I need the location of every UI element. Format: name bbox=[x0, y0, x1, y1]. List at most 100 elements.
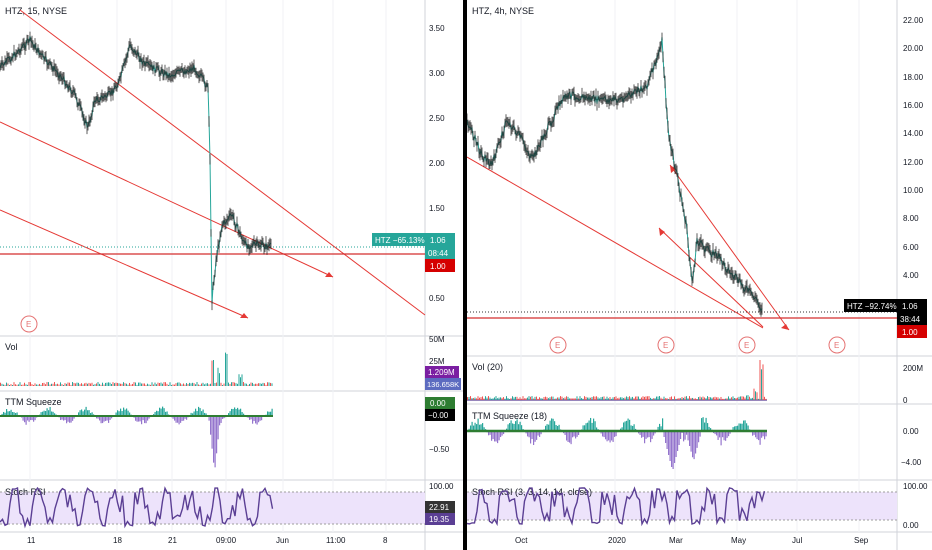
squeeze-bar bbox=[593, 418, 595, 431]
squeeze-bar bbox=[99, 416, 101, 421]
earnings-event-icon[interactable] bbox=[828, 336, 846, 354]
layout-divider[interactable] bbox=[463, 0, 467, 550]
volume-bar bbox=[190, 383, 192, 386]
squeeze-bar bbox=[677, 431, 679, 451]
squeeze-bar bbox=[40, 412, 42, 416]
stoch-rsi-line[interactable] bbox=[0, 486, 274, 529]
squeeze-bar bbox=[528, 431, 530, 438]
volume-bar bbox=[84, 383, 85, 386]
volume-bar bbox=[259, 383, 261, 386]
volume-bar bbox=[699, 396, 701, 400]
vol-title: Vol bbox=[5, 342, 18, 352]
volume-bar bbox=[109, 382, 111, 386]
volume-bar bbox=[16, 384, 18, 386]
volume-bar bbox=[204, 384, 205, 386]
squeeze-bar bbox=[630, 425, 632, 431]
volume-bar bbox=[642, 396, 644, 400]
chart-title: HTZ, 4h, NYSE bbox=[472, 6, 534, 16]
volume-bar bbox=[516, 396, 518, 400]
volume-bar bbox=[169, 382, 171, 386]
squeeze-bar bbox=[172, 416, 174, 419]
earnings-event-icon[interactable] bbox=[20, 315, 38, 333]
squeeze-bar bbox=[695, 431, 697, 454]
volume-bar bbox=[647, 396, 648, 400]
squeeze-bar bbox=[693, 431, 695, 460]
earnings-event-label: E bbox=[834, 341, 839, 350]
volume-bar bbox=[40, 384, 42, 386]
volume-bar bbox=[66, 383, 67, 386]
trend-line[interactable] bbox=[669, 164, 790, 331]
squeeze-bar bbox=[126, 408, 128, 416]
earnings-event-icon[interactable] bbox=[549, 336, 567, 354]
squeeze-bar bbox=[567, 431, 569, 443]
squeeze-bar bbox=[141, 416, 143, 425]
volume-bar bbox=[639, 398, 641, 400]
volume-bar bbox=[165, 382, 166, 386]
earnings-event-icon[interactable] bbox=[657, 336, 675, 354]
volume-bar bbox=[584, 396, 585, 400]
trend-line[interactable] bbox=[467, 156, 764, 329]
squeeze-bar bbox=[222, 416, 224, 419]
volume-bar bbox=[18, 384, 19, 386]
chart-panel-left[interactable]: HTZ, 15, NYSE 3.50 3.00 2.50 2.00 1.50 1.00 0.… bbox=[0, 0, 463, 550]
volume-bar bbox=[519, 397, 521, 400]
trend-line[interactable] bbox=[19, 9, 426, 316]
volume-bar bbox=[216, 382, 217, 386]
ttm-tag-text: −0.00 bbox=[428, 411, 449, 420]
trend-line[interactable] bbox=[0, 121, 334, 278]
squeeze-bar bbox=[764, 431, 766, 440]
volume-bar bbox=[90, 383, 91, 386]
squeeze-bar bbox=[124, 409, 126, 416]
squeeze-bar bbox=[587, 422, 589, 431]
volume-bar bbox=[270, 382, 271, 386]
volume-bar bbox=[644, 396, 645, 400]
volume-bar bbox=[180, 383, 181, 386]
volume-bar bbox=[728, 396, 729, 400]
squeeze-bar bbox=[530, 431, 532, 444]
squeeze-bar bbox=[15, 413, 17, 416]
volume-bar bbox=[213, 360, 214, 386]
volume-bar bbox=[633, 398, 635, 400]
volume-bar bbox=[585, 396, 587, 400]
volume-bar bbox=[7, 383, 9, 386]
squeeze-bar bbox=[591, 422, 593, 431]
squeeze-bar bbox=[190, 412, 192, 416]
volume-bar bbox=[513, 397, 515, 400]
volume-bar bbox=[663, 396, 665, 400]
trend-line[interactable] bbox=[658, 227, 764, 328]
rsi-tag bbox=[425, 513, 455, 525]
volume-bar bbox=[46, 382, 48, 386]
chart-canvas-left[interactable]: HTZ, 15, NYSE 3.50 3.00 2.50 2.00 1.50 1.00 0.… bbox=[0, 0, 463, 550]
volume-bar bbox=[593, 396, 594, 400]
squeeze-bar bbox=[253, 416, 255, 422]
volume-bar bbox=[567, 396, 569, 400]
squeeze-bar bbox=[752, 431, 754, 436]
volume-bar bbox=[235, 383, 237, 386]
volume-bar bbox=[722, 398, 723, 400]
squeeze-bar bbox=[34, 416, 36, 421]
volume-bar bbox=[9, 384, 10, 386]
squeeze-bar bbox=[162, 406, 164, 416]
squeeze-bar bbox=[639, 431, 641, 435]
volume-bar bbox=[665, 398, 666, 400]
trend-line[interactable] bbox=[0, 209, 249, 319]
chart-title: HTZ, 15, NYSE bbox=[5, 6, 67, 16]
chart-canvas-right[interactable]: HTZ, 4h, NYSE 22.00 20.00 18.00 16.00 14.00 1… bbox=[467, 0, 932, 550]
squeeze-bar bbox=[501, 431, 503, 436]
squeeze-bar bbox=[109, 416, 111, 420]
chart-panel-right[interactable]: HTZ, 4h, NYSE 22.00 20.00 18.00 16.00 14.00 1… bbox=[467, 0, 932, 550]
volume-bars bbox=[0, 352, 273, 386]
volume-bar bbox=[120, 383, 121, 386]
stoch-rsi-line[interactable] bbox=[467, 486, 766, 527]
volume-bar bbox=[626, 396, 627, 400]
volume-bar bbox=[91, 382, 93, 386]
volume-bar bbox=[630, 397, 632, 400]
earnings-event-icon[interactable] bbox=[738, 336, 756, 354]
squeeze-bar bbox=[90, 413, 92, 416]
squeeze-bar bbox=[165, 411, 167, 416]
volume-bar bbox=[527, 397, 528, 400]
volume-bar bbox=[147, 383, 148, 386]
earnings-event-label: E bbox=[26, 320, 31, 329]
price-series[interactable] bbox=[0, 35, 272, 304]
volume-bar bbox=[126, 383, 127, 386]
